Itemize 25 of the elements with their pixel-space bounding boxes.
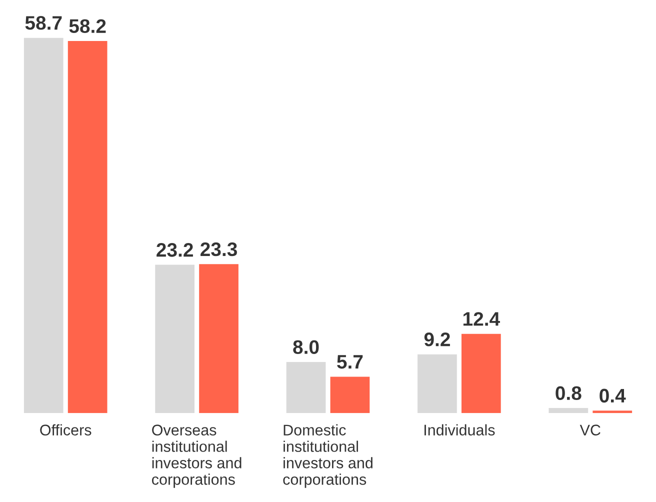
x-tick-label: Overseas institutional investors and corporations [152,424,242,488]
data-label: 58.2 [69,19,106,34]
x-tick-label: VC [580,424,600,436]
bar [199,264,238,414]
bar [24,38,64,414]
bar [461,334,501,414]
bar [592,410,632,414]
bar [68,41,108,414]
data-label: 0.8 [556,386,582,400]
data-label: 8.0 [293,340,319,354]
x-tick-label: Domestic institutional investors and corporations [283,424,372,488]
bar [286,362,326,414]
bar [548,408,588,414]
data-label: 58.7 [25,16,62,30]
data-label: 23.3 [200,242,237,256]
data-label: 5.7 [337,355,363,369]
data-label: 12.4 [463,312,500,326]
x-tick-label: Individuals [424,424,495,436]
data-label: 0.4 [600,388,626,403]
bar [330,376,370,414]
data-label: 23.2 [156,243,193,257]
data-label: 9.2 [424,332,450,346]
x-tick-label: Officers [40,424,92,436]
bar [418,354,457,414]
bar [155,264,195,414]
